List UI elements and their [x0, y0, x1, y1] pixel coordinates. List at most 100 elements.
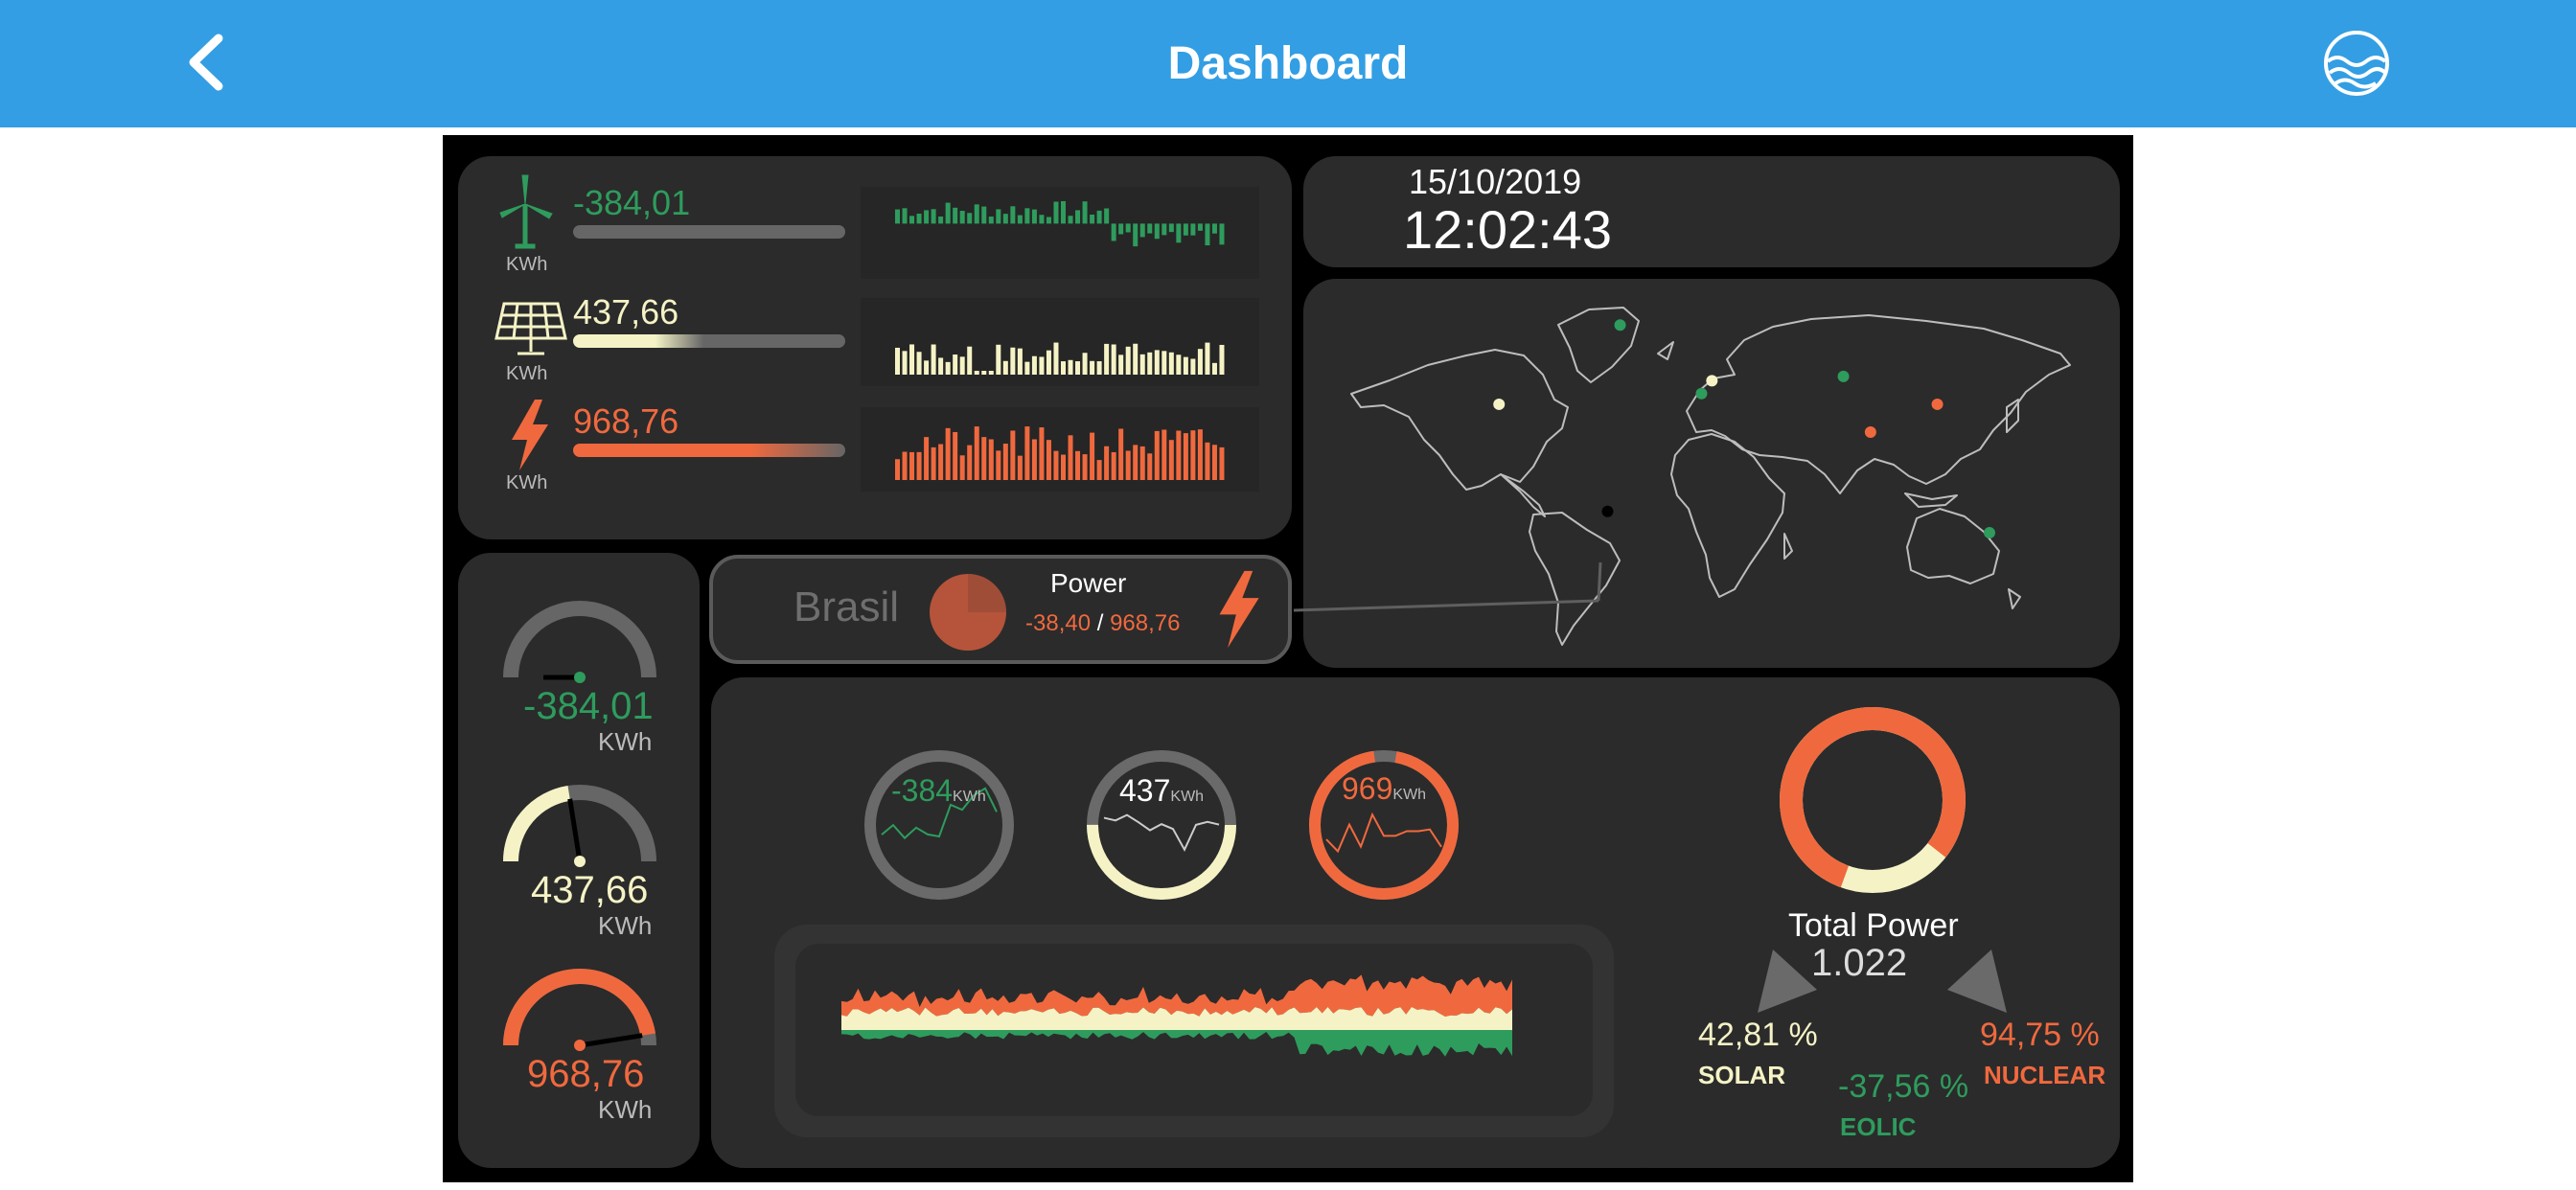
history-bar [1068, 359, 1073, 375]
history-bar [1075, 450, 1081, 480]
ring-solar-number: 437 [1119, 773, 1171, 808]
history-bar [1111, 451, 1116, 480]
map-marker[interactable] [1984, 527, 1995, 539]
history-bar [924, 437, 930, 480]
history-bar [895, 209, 900, 224]
eolic-unit: KWh [506, 254, 548, 275]
history-bar [1205, 223, 1210, 246]
nuclear-gauge-unit: KWh [598, 1095, 653, 1124]
lightning-icon [1219, 570, 1259, 649]
map-marker[interactable] [1864, 426, 1876, 438]
ring-fill [1087, 750, 1236, 900]
country-popup[interactable]: Brasil Power -38,40 / 968,76 [709, 555, 1292, 664]
page-title: Dashboard [1167, 38, 1409, 89]
history-bar [1010, 430, 1016, 480]
eolic-share-percent: -37,56 % [1838, 1068, 1969, 1105]
history-bar [1053, 342, 1059, 375]
stacked-area-inner [795, 944, 1593, 1116]
history-bar [1176, 223, 1182, 243]
history-bar [1118, 428, 1124, 480]
history-bar [1002, 214, 1008, 224]
map-marker[interactable] [1931, 398, 1944, 410]
history-bar [1096, 210, 1102, 224]
map-marker[interactable] [1601, 505, 1614, 517]
history-bar [1017, 348, 1023, 375]
history-bar [1168, 223, 1174, 233]
history-bar [1197, 223, 1203, 231]
gauge-hub [574, 672, 586, 683]
history-bar [1039, 356, 1045, 375]
solar-panel-icon [494, 302, 567, 355]
history-bar [938, 216, 944, 224]
waves-globe-icon[interactable] [2322, 29, 2391, 98]
nuclear-history-chart [861, 407, 1259, 492]
history-bar [1061, 454, 1066, 480]
history-bar [1211, 223, 1217, 234]
map-marker[interactable] [1493, 398, 1506, 410]
history-bar [1082, 353, 1088, 375]
solar-value: 437,66 [573, 292, 679, 332]
map-marker[interactable] [1706, 375, 1718, 387]
history-bar [1139, 354, 1145, 375]
history-bar [1104, 343, 1110, 375]
history-bar [924, 210, 930, 224]
ring-eolic-unit: KWh [953, 789, 986, 805]
history-bar [1154, 430, 1160, 480]
map-marker[interactable] [1837, 370, 1850, 382]
map-marker[interactable] [1614, 319, 1626, 332]
gauges-panel: -384,01 KWh 437,66 KWh 968,76 KWh [458, 553, 700, 1168]
history-bar [1205, 342, 1210, 375]
history-bar [988, 371, 994, 375]
history-bar [1162, 351, 1167, 375]
history-bar [1162, 223, 1167, 236]
ring-solar-value: 437KWh [1119, 773, 1204, 809]
history-bar [1197, 349, 1203, 375]
chevron-left-icon[interactable] [178, 29, 236, 96]
eolic-gauge [503, 601, 656, 683]
map-marker[interactable] [1695, 387, 1708, 400]
history-bar [916, 214, 922, 224]
history-bar [1068, 435, 1073, 480]
history-bar [1068, 216, 1073, 224]
history-bar [967, 445, 973, 480]
app-header: Dashboard [0, 0, 2576, 127]
ring-sparkline [1103, 813, 1220, 853]
country-power-pie [930, 574, 1006, 651]
history-bar [1219, 446, 1225, 480]
ring-nuclear-value: 969KWh [1342, 771, 1426, 807]
eolic-gauge-unit: KWh [598, 727, 653, 756]
history-bar [945, 427, 951, 480]
ring-track [864, 750, 1014, 900]
history-bar [1031, 355, 1037, 375]
stacked-area-container [774, 925, 1614, 1137]
trend-panel: -384KWh 437KWh 969KWh [711, 677, 1673, 1168]
history-bar [1139, 223, 1145, 238]
history-bar [953, 207, 958, 224]
history-bar [1147, 352, 1153, 375]
solar-gauge [503, 785, 656, 867]
stacked-area-chart [841, 974, 1512, 1057]
history-bar [1154, 223, 1160, 240]
history-bar [1024, 361, 1030, 375]
history-bar [1053, 450, 1059, 480]
history-bar [1010, 206, 1016, 224]
history-bar [1082, 201, 1088, 224]
history-bar [1111, 223, 1116, 241]
history-bar [1176, 355, 1182, 375]
nuclear-bar [573, 444, 845, 457]
gauge-needle [567, 798, 583, 862]
history-bar [1133, 343, 1138, 375]
dashboard-canvas: KWh -384,01 KWh 437,66 KWh 968,76 15/10/… [443, 135, 2133, 1182]
history-bar [967, 346, 973, 375]
history-bar [931, 209, 936, 224]
history-bar [1104, 208, 1110, 224]
history-bar [1046, 217, 1051, 224]
eolic-history-chart [861, 187, 1259, 279]
history-bar [1133, 223, 1138, 247]
eolic-area [841, 1030, 1512, 1057]
left-arrow-icon [1758, 950, 1817, 1013]
history-bar [1046, 350, 1051, 375]
history-bar [1183, 433, 1188, 480]
solar-history-chart [861, 298, 1259, 386]
history-bar [1039, 427, 1045, 480]
